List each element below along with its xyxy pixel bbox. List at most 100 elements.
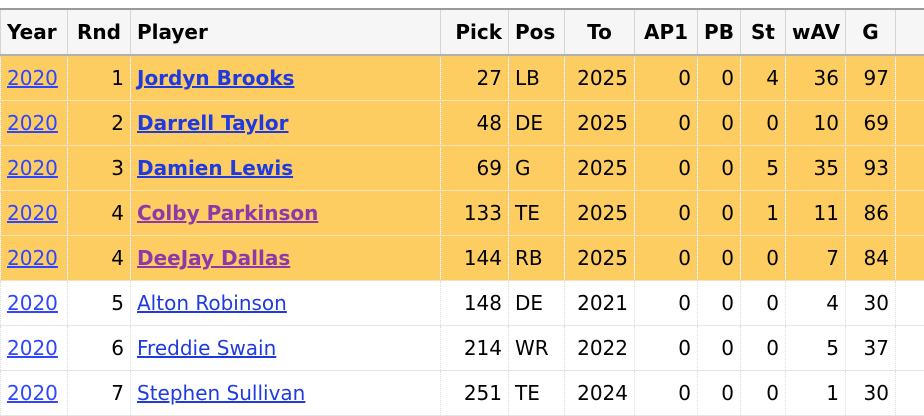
col-header-ap1[interactable]: AP1: [634, 8, 698, 56]
table-row: 2020 5 Alton Robinson 148 DE 2021 0 0 0 4 30: [0, 280, 924, 326]
st-cell: 0: [740, 325, 786, 371]
overflow-cell: [895, 100, 924, 146]
games-cell: 86: [845, 190, 896, 236]
st-cell: 0: [740, 235, 786, 281]
table-row: 2020 3 Damien Lewis 69 G 2025 0 0 5 35 93: [0, 145, 924, 191]
overflow-cell: [895, 55, 924, 101]
pb-cell: 0: [697, 190, 741, 236]
overflow-cell: [895, 190, 924, 236]
position-cell: G: [508, 145, 565, 191]
player-link[interactable]: DeeJay Dallas: [137, 246, 291, 270]
games-cell: 97: [845, 55, 896, 101]
overflow-cell: [895, 280, 924, 326]
col-header-pick[interactable]: Pick: [440, 8, 509, 56]
table-row: 2020 7 Stephen Sullivan 251 TE 2024 0 0 0 1 30: [0, 370, 924, 416]
to-cell: 2025: [564, 100, 635, 146]
to-cell: 2025: [564, 55, 635, 101]
games-cell: 37: [845, 325, 896, 371]
player-link[interactable]: Alton Robinson: [137, 291, 287, 315]
games-cell: 69: [845, 100, 896, 146]
year-link[interactable]: 2020: [7, 156, 58, 180]
wav-cell: 4: [785, 280, 846, 326]
to-cell: 2022: [564, 325, 635, 371]
col-header-st[interactable]: St: [740, 8, 786, 56]
st-cell: 4: [740, 55, 786, 101]
pick-cell: 27: [440, 55, 509, 101]
position-cell: TE: [508, 190, 565, 236]
pb-cell: 0: [697, 100, 741, 146]
pb-cell: 0: [697, 235, 741, 281]
ap1-cell: 0: [634, 280, 698, 326]
player-link[interactable]: Freddie Swain: [137, 336, 277, 360]
year-cell: 2020: [0, 370, 68, 416]
wav-cell: 11: [785, 190, 846, 236]
year-link[interactable]: 2020: [7, 246, 58, 270]
col-header-wav[interactable]: wAV: [785, 8, 846, 56]
year-cell: 2020: [0, 100, 68, 146]
to-cell: 2025: [564, 190, 635, 236]
to-cell: 2021: [564, 280, 635, 326]
table-row: 2020 1 Jordyn Brooks 27 LB 2025 0 0 4 36 97: [0, 55, 924, 101]
table-header-row: Year Rnd Player Pick Pos To AP1 PB St wA…: [0, 8, 924, 56]
player-link[interactable]: Colby Parkinson: [137, 201, 319, 225]
player-link[interactable]: Damien Lewis: [137, 156, 294, 180]
position-cell: WR: [508, 325, 565, 371]
ap1-cell: 0: [634, 190, 698, 236]
round-cell: 4: [67, 190, 131, 236]
table-row: 2020 4 DeeJay Dallas 144 RB 2025 0 0 0 7 84: [0, 235, 924, 281]
pick-cell: 251: [440, 370, 509, 416]
pick-cell: 214: [440, 325, 509, 371]
pb-cell: 0: [697, 370, 741, 416]
pb-cell: 0: [697, 325, 741, 371]
wav-cell: 10: [785, 100, 846, 146]
year-link[interactable]: 2020: [7, 66, 58, 90]
player-link[interactable]: Stephen Sullivan: [137, 381, 306, 405]
round-cell: 3: [67, 145, 131, 191]
overflow-cell: [895, 370, 924, 416]
ap1-cell: 0: [634, 370, 698, 416]
col-header-games[interactable]: G: [845, 8, 896, 56]
st-cell: 0: [740, 370, 786, 416]
pick-cell: 144: [440, 235, 509, 281]
ap1-cell: 0: [634, 145, 698, 191]
col-header-round[interactable]: Rnd: [67, 8, 131, 56]
year-link[interactable]: 2020: [7, 111, 58, 135]
player-link[interactable]: Jordyn Brooks: [137, 66, 295, 90]
year-link[interactable]: 2020: [7, 291, 58, 315]
ap1-cell: 0: [634, 55, 698, 101]
pick-cell: 148: [440, 280, 509, 326]
year-cell: 2020: [0, 145, 68, 191]
year-link[interactable]: 2020: [7, 201, 58, 225]
wav-cell: 5: [785, 325, 846, 371]
year-cell: 2020: [0, 280, 68, 326]
to-cell: 2025: [564, 145, 635, 191]
overflow-cell: [895, 325, 924, 371]
col-header-pb[interactable]: PB: [697, 8, 741, 56]
year-cell: 2020: [0, 235, 68, 281]
pb-cell: 0: [697, 145, 741, 191]
games-cell: 30: [845, 370, 896, 416]
col-header-player[interactable]: Player: [130, 8, 441, 56]
year-link[interactable]: 2020: [7, 336, 58, 360]
player-cell: Colby Parkinson: [130, 190, 441, 236]
to-cell: 2024: [564, 370, 635, 416]
player-cell: Darrell Taylor: [130, 100, 441, 146]
player-link[interactable]: Darrell Taylor: [137, 111, 289, 135]
position-cell: RB: [508, 235, 565, 281]
round-cell: 6: [67, 325, 131, 371]
ap1-cell: 0: [634, 235, 698, 281]
position-cell: DE: [508, 100, 565, 146]
year-link[interactable]: 2020: [7, 381, 58, 405]
round-cell: 4: [67, 235, 131, 281]
year-cell: 2020: [0, 55, 68, 101]
player-cell: Freddie Swain: [130, 325, 441, 371]
col-header-position[interactable]: Pos: [508, 8, 565, 56]
pb-cell: 0: [697, 55, 741, 101]
col-header-year[interactable]: Year: [0, 8, 68, 56]
player-cell: Damien Lewis: [130, 145, 441, 191]
col-header-to[interactable]: To: [564, 8, 635, 56]
col-header-overflow: [895, 8, 924, 56]
round-cell: 1: [67, 55, 131, 101]
overflow-cell: [895, 235, 924, 281]
